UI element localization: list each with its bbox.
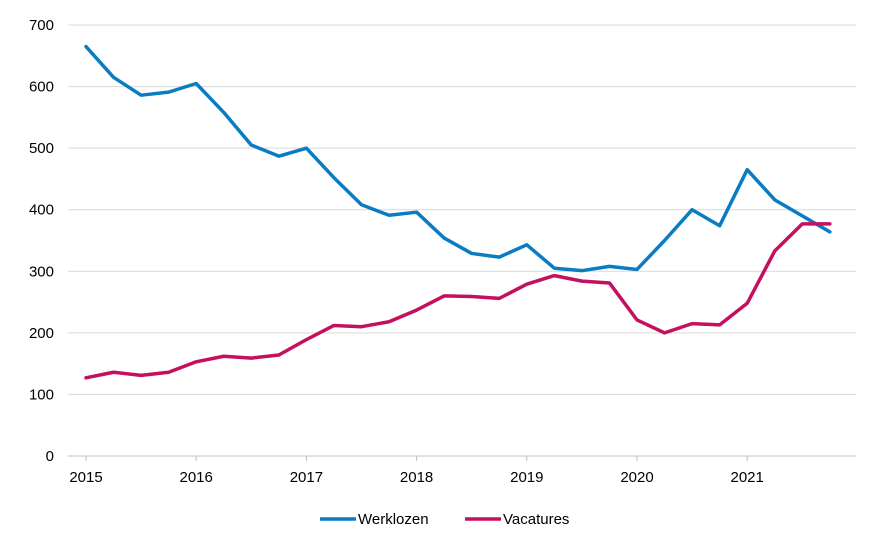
y-tick-label: 200: [29, 325, 54, 342]
legend: Werklozen Vacatures: [320, 511, 569, 528]
x-tick-label: 2021: [731, 469, 764, 486]
y-tick-label: 500: [29, 140, 54, 157]
y-tick-label: 700: [29, 17, 54, 34]
legend-item-vacatures: Vacatures: [465, 511, 569, 528]
legend-item-werklozen: Werklozen: [320, 511, 429, 528]
axes: [68, 455, 856, 461]
y-tick-labels: 0 100 200 300 400 500 600 700: [29, 17, 54, 465]
x-tick-label: 2019: [510, 469, 543, 486]
y-tick-label: 400: [29, 202, 54, 219]
legend-label: Werklozen: [358, 511, 429, 528]
series-lines: [84, 44, 832, 380]
y-tick-label: 300: [29, 263, 54, 280]
x-tick-labels: 2015 2016 2017 2018 2019 2020 2021: [69, 469, 764, 486]
x-tick-label: 2015: [69, 469, 102, 486]
gridlines: [68, 24, 856, 395]
y-tick-label: 0: [46, 448, 54, 465]
y-tick-label: 600: [29, 79, 54, 96]
x-tick-label: 2017: [290, 469, 323, 486]
series-line-vacatures: [84, 222, 832, 380]
x-tick-label: 2016: [180, 469, 213, 486]
y-tick-label: 100: [29, 386, 54, 403]
series-line-werklozen: [84, 44, 832, 273]
x-tick-label: 2018: [400, 469, 433, 486]
legend-label: Vacatures: [503, 511, 569, 528]
x-tick-label: 2020: [620, 469, 653, 486]
